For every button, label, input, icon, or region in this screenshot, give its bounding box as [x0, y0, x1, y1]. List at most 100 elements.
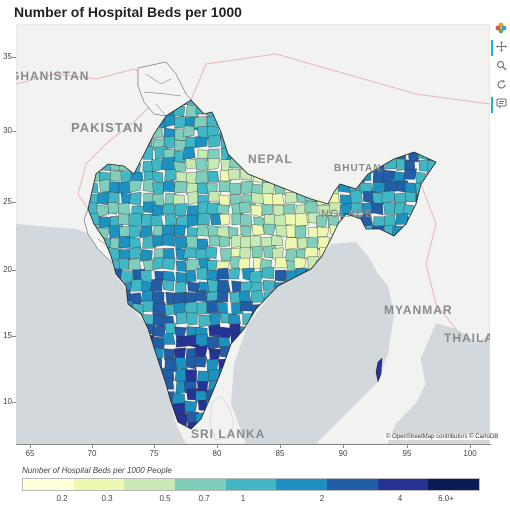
- district-cell[interactable]: [350, 202, 363, 214]
- district-cell[interactable]: [261, 182, 275, 196]
- district-cell[interactable]: [142, 300, 154, 312]
- district-cell[interactable]: [208, 134, 221, 148]
- district-cell[interactable]: [128, 258, 142, 272]
- district-cell[interactable]: [285, 192, 298, 204]
- district-cell[interactable]: [218, 180, 232, 193]
- district-cell[interactable]: [197, 370, 210, 384]
- district-cell[interactable]: [316, 215, 328, 229]
- district-cell[interactable]: [97, 191, 110, 206]
- district-cell[interactable]: [263, 223, 276, 236]
- district-cell[interactable]: [219, 214, 231, 226]
- district-cell[interactable]: [107, 202, 121, 214]
- district-cell[interactable]: [164, 168, 176, 181]
- district-cell[interactable]: [318, 204, 331, 216]
- district-cell[interactable]: [163, 248, 175, 260]
- district-cell[interactable]: [183, 247, 198, 259]
- district-cell[interactable]: [176, 311, 187, 325]
- district-cell[interactable]: [307, 227, 320, 240]
- district-cell[interactable]: [186, 235, 198, 249]
- district-cell[interactable]: [175, 281, 187, 294]
- district-cell[interactable]: [195, 170, 210, 184]
- district-cell[interactable]: [162, 180, 176, 192]
- district-cell[interactable]: [261, 203, 273, 216]
- district-cell[interactable]: [152, 182, 164, 194]
- district-cell[interactable]: [194, 356, 208, 368]
- district-cell[interactable]: [395, 213, 408, 225]
- district-cell[interactable]: [107, 192, 120, 205]
- district-cell[interactable]: [216, 280, 231, 293]
- district-cell[interactable]: [164, 303, 176, 316]
- district-cell[interactable]: [161, 257, 176, 270]
- district-cell[interactable]: [152, 235, 165, 247]
- district-cell[interactable]: [216, 267, 230, 280]
- district-cell[interactable]: [194, 136, 208, 149]
- district-cell[interactable]: [205, 246, 218, 259]
- district-cell[interactable]: [162, 270, 176, 282]
- district-cell[interactable]: [251, 192, 264, 204]
- district-cell[interactable]: [228, 267, 240, 280]
- district-cell[interactable]: [108, 225, 121, 239]
- district-cell[interactable]: [228, 313, 241, 324]
- district-cell[interactable]: [185, 369, 197, 383]
- district-cell[interactable]: [240, 180, 254, 194]
- district-cell[interactable]: [151, 204, 165, 216]
- district-cell[interactable]: [152, 302, 166, 317]
- district-cell[interactable]: [129, 237, 142, 250]
- district-cell[interactable]: [371, 202, 384, 216]
- district-cell[interactable]: [295, 213, 309, 227]
- district-cell[interactable]: [140, 270, 152, 283]
- district-cell[interactable]: [187, 191, 198, 205]
- district-cell[interactable]: [150, 278, 163, 292]
- bokeh-logo-icon[interactable]: [494, 22, 508, 36]
- district-cell[interactable]: [175, 260, 187, 272]
- district-cell[interactable]: [140, 249, 153, 262]
- district-cell[interactable]: [251, 224, 265, 236]
- district-cell[interactable]: [195, 333, 208, 346]
- district-cell[interactable]: [173, 203, 188, 217]
- district-cell[interactable]: [239, 247, 251, 260]
- district-cell[interactable]: [162, 279, 175, 292]
- district-cell[interactable]: [139, 225, 153, 239]
- district-cell[interactable]: [263, 280, 276, 291]
- district-cell[interactable]: [161, 157, 176, 171]
- district-cell[interactable]: [183, 125, 195, 138]
- district-cell[interactable]: [218, 194, 231, 208]
- district-cell[interactable]: [216, 226, 230, 238]
- district-cell[interactable]: [271, 235, 284, 246]
- district-cell[interactable]: [218, 326, 232, 340]
- district-cell[interactable]: [174, 368, 187, 382]
- district-cell[interactable]: [129, 192, 142, 207]
- district-cell[interactable]: [206, 300, 219, 314]
- district-cell[interactable]: [150, 215, 164, 228]
- district-cell[interactable]: [175, 335, 189, 348]
- district-cell[interactable]: [185, 270, 197, 283]
- district-cell[interactable]: [208, 324, 221, 337]
- district-cell[interactable]: [196, 267, 208, 281]
- district-cell[interactable]: [350, 190, 363, 204]
- district-cell[interactable]: [142, 236, 156, 249]
- district-cell[interactable]: [250, 204, 264, 218]
- district-cell[interactable]: [304, 201, 318, 215]
- district-cell[interactable]: [162, 332, 176, 345]
- map-attribution[interactable]: © OpenStreetMap contributors © CartoDB: [384, 434, 501, 440]
- district-cell[interactable]: [117, 213, 131, 225]
- district-cell[interactable]: [184, 400, 198, 413]
- district-cell[interactable]: [240, 214, 253, 227]
- district-cell[interactable]: [209, 235, 221, 247]
- district-cell[interactable]: [238, 257, 250, 270]
- district-cell[interactable]: [175, 357, 188, 370]
- district-cell[interactable]: [404, 191, 417, 202]
- district-cell[interactable]: [274, 269, 287, 282]
- reset-icon[interactable]: [494, 79, 508, 93]
- district-cell[interactable]: [274, 257, 289, 269]
- district-cell[interactable]: [110, 170, 122, 182]
- district-cell[interactable]: [240, 300, 253, 312]
- district-cell[interactable]: [198, 315, 211, 328]
- district-cell[interactable]: [161, 203, 177, 215]
- district-cell[interactable]: [173, 347, 187, 359]
- pan-icon[interactable]: [494, 41, 508, 55]
- district-cell[interactable]: [250, 290, 265, 303]
- district-cell[interactable]: [184, 292, 197, 304]
- district-cell[interactable]: [362, 203, 374, 216]
- district-cell[interactable]: [284, 237, 298, 250]
